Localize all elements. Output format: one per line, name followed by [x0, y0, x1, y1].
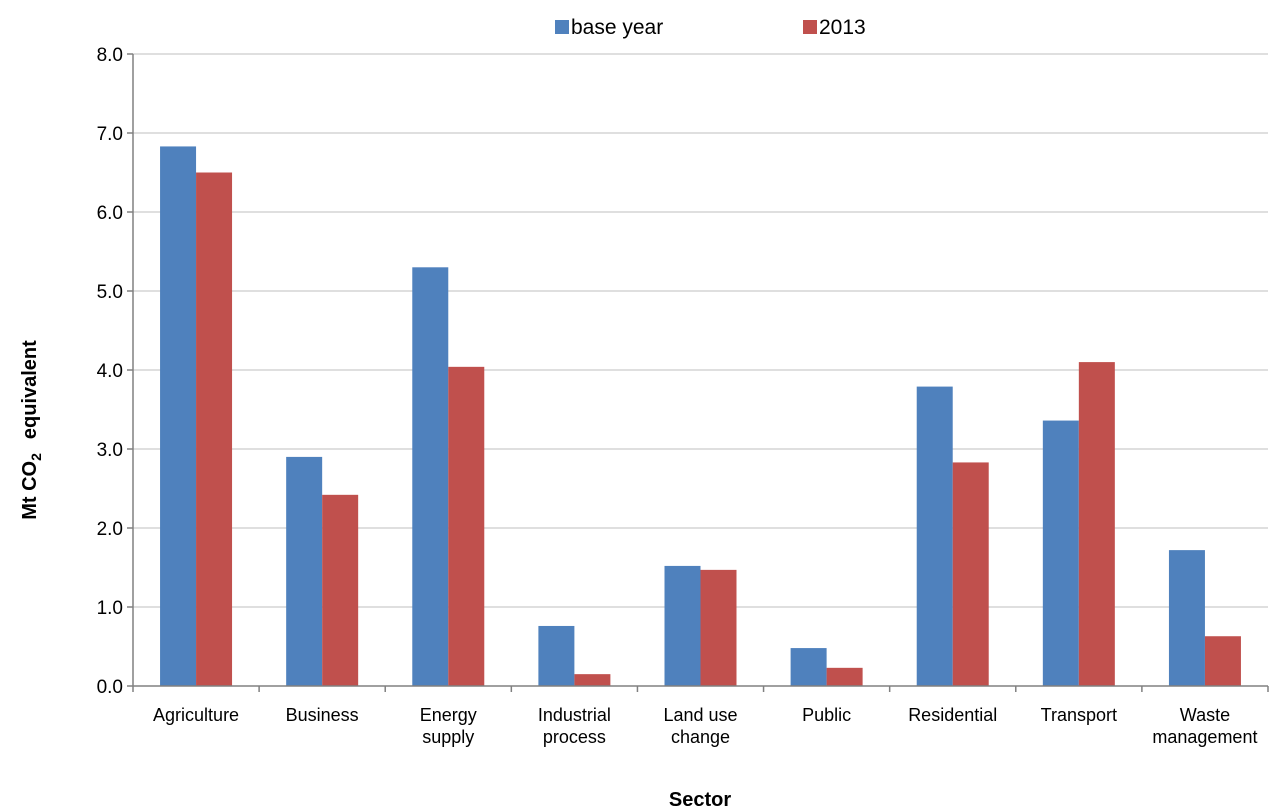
bar-base-year: [1168, 550, 1205, 686]
bar-2013: [322, 494, 359, 686]
x-tick-marks: [132, 686, 1269, 692]
y-tick-label: 8.0: [97, 45, 123, 66]
y-tick-label: 3.0: [97, 440, 123, 461]
x-tick-label: change: [671, 727, 730, 747]
x-tick-label: management: [1152, 727, 1257, 747]
bar-2013: [700, 569, 737, 686]
y-tick-label: 7.0: [97, 124, 123, 145]
x-tick-label: Waste: [1180, 705, 1230, 725]
legend: base year 2013: [555, 16, 866, 39]
x-tick-label: Energy: [420, 705, 477, 725]
bar-2013: [1078, 362, 1115, 686]
bar-base-year: [790, 648, 827, 686]
x-tick-label: Industrial: [538, 705, 611, 725]
bar-base-year: [286, 456, 323, 686]
x-tick-label: Residential: [908, 705, 997, 725]
x-axis-title: Sector: [669, 789, 731, 811]
bar-2013: [1204, 636, 1241, 686]
y-tick-label: 6.0: [97, 203, 123, 224]
y-tick-label: 5.0: [97, 282, 123, 303]
y-tick-label: 4.0: [97, 361, 123, 382]
bar-base-year: [538, 625, 575, 686]
bar-base-year: [160, 146, 197, 686]
bar-2013: [196, 172, 233, 686]
y-axis-title-subscript: 2: [28, 453, 44, 461]
legend-label-base-year: base year: [571, 16, 663, 39]
x-tick-label: supply: [422, 727, 474, 747]
bar-2013: [826, 667, 863, 686]
x-tick-label: Transport: [1041, 705, 1117, 725]
y-tick-marks: [127, 53, 133, 687]
y-axis-title-prefix: Mt CO: [19, 461, 41, 520]
bar-2013: [448, 366, 485, 686]
bar-base-year: [1042, 420, 1079, 686]
bar-base-year: [412, 267, 449, 686]
y-tick-labels: 0.0 1.0 2.0 3.0 4.0 5.0 6.0 7.0 8.0: [97, 45, 123, 698]
bars: [160, 146, 1241, 686]
y-axis-title: Mt CO2 equivalent: [19, 340, 44, 520]
y-axis-title-suffix: equivalent: [19, 340, 41, 439]
legend-label-2013: 2013: [819, 16, 866, 39]
bar-base-year: [664, 565, 701, 686]
y-tick-label: 2.0: [97, 519, 123, 540]
bar-2013: [574, 674, 611, 686]
legend-swatch-2013: [803, 20, 817, 34]
x-tick-label: process: [543, 727, 606, 747]
x-tick-label: Agriculture: [153, 705, 239, 725]
x-tick-label: Public: [802, 705, 851, 725]
legend-swatch-base-year: [555, 20, 569, 34]
bar-base-year: [916, 386, 953, 686]
x-tick-label: Business: [286, 705, 359, 725]
y-tick-label: 0.0: [97, 677, 123, 698]
bar-2013: [952, 462, 989, 686]
x-tick-label: Land use: [663, 705, 737, 725]
y-tick-label: 1.0: [97, 598, 123, 619]
